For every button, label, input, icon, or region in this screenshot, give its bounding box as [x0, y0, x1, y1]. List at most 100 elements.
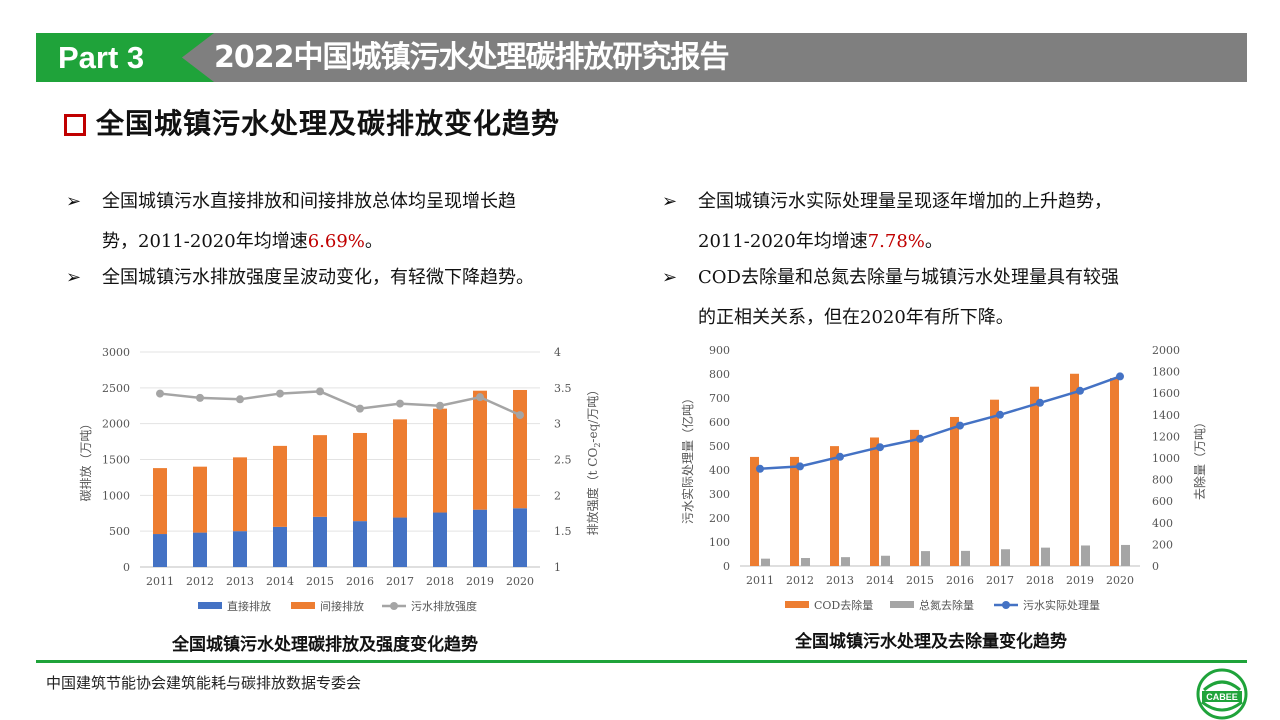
footer-org: 中国建筑节能协会建筑能耗与碳排放数据专委会: [46, 674, 362, 692]
y-tick-label: 600: [709, 416, 730, 429]
y2-tick-label: 1000: [1152, 452, 1180, 465]
bar-tn: [1001, 549, 1010, 566]
intensity-point: [236, 395, 244, 404]
footer-divider: [36, 660, 1247, 663]
y2-axis-title-part: 排放强度（t CO: [585, 448, 600, 536]
legend-swatch-indirect: [291, 602, 315, 609]
bar-cod: [750, 456, 759, 566]
y2-tick-label: 800: [1152, 474, 1173, 487]
bar-direct: [233, 531, 247, 567]
x-tick-label: 2013: [826, 574, 854, 587]
emission-chart: 0 500 1000 1500 2000 2500 3000 1 1.5 2 2.5 3 3.5 4 201…: [78, 346, 602, 613]
bullet-left-1-line1: 全国城镇污水直接排放和间接排放总体均呈现增长趋: [102, 191, 516, 212]
y-tick-label: 1000: [102, 489, 130, 502]
bar-direct: [473, 509, 487, 567]
treatment-line: [759, 375, 1121, 471]
x-tick-label: 2017: [386, 575, 414, 588]
legend-label: 直接排放: [227, 599, 271, 613]
x-tick-label: 2018: [426, 575, 454, 588]
y-tick-label: 300: [709, 488, 730, 501]
intensity-point: [196, 393, 204, 402]
bullet-arrow-icon: ➢: [66, 267, 82, 288]
bar-tn: [761, 558, 770, 566]
treatment-point: [876, 443, 884, 452]
bar-cod: [910, 429, 919, 566]
growth-rate-highlight: 7.78%: [867, 231, 925, 252]
y-tick-label: 2500: [102, 382, 130, 395]
x-tick-label: 2014: [866, 574, 894, 587]
bar-indirect: [393, 419, 407, 518]
treatment-point: [756, 464, 764, 473]
y-tick-label: 900: [709, 344, 730, 357]
treatment-point: [836, 452, 844, 461]
bar-direct: [433, 512, 447, 567]
bar-tn: [1081, 545, 1090, 566]
bar-direct: [353, 521, 367, 567]
y2-tick-label: 1: [554, 561, 561, 574]
bar-indirect: [473, 390, 487, 510]
y2-tick-label: 4: [554, 346, 561, 359]
bullet-left-2: ➢ 全国城镇污水排放强度呈波动变化，有轻微下降趋势。: [66, 258, 646, 298]
y2-tick-label: 2: [554, 489, 561, 502]
legend-swatch-treatment-dot: [1002, 601, 1010, 609]
y2-tick-label: 1600: [1152, 387, 1180, 400]
intensity-point: [356, 404, 364, 413]
bar-indirect: [233, 457, 247, 532]
bar-direct: [273, 526, 287, 567]
bullet-left-2-line1: 全国城镇污水排放强度呈波动变化，有轻微下降趋势。: [102, 267, 534, 288]
legend-swatch-tn: [890, 601, 914, 608]
x-tick-label: 2014: [266, 575, 294, 588]
treatment-point: [916, 434, 924, 443]
legend-swatch-cod: [785, 601, 809, 608]
bullet-left-1-line2: 势，2011-2020年均增速6.69%。: [102, 222, 383, 262]
x-tick-label: 2016: [946, 574, 974, 587]
x-tick-label: 2012: [186, 575, 214, 588]
x-tick-label: 2018: [1026, 574, 1054, 587]
bar-tn: [1041, 547, 1050, 566]
legend-label: 污水实际处理量: [1023, 598, 1100, 612]
x-tick-label: 2019: [466, 575, 494, 588]
bullet-right-2-line2: 的正相关关系，但在2020年有所下降。: [698, 307, 1014, 328]
intensity-point: [436, 401, 444, 410]
intensity-point: [156, 389, 164, 398]
y-tick-label: 500: [109, 525, 130, 538]
bullet-arrow-icon: ➢: [662, 191, 678, 212]
bar-cod: [1110, 378, 1119, 566]
y2-tick-label: 0: [1152, 560, 1159, 573]
cabee-logo: CABEE: [1196, 668, 1248, 720]
bar-indirect: [193, 466, 207, 533]
intensity-point: [516, 411, 524, 420]
x-tick-label: 2015: [906, 574, 934, 587]
y-tick-label: 800: [709, 368, 730, 381]
bar-indirect: [353, 432, 367, 522]
bar-indirect: [513, 389, 527, 509]
legend-label: 总氮去除量: [919, 598, 974, 612]
bar-tn: [881, 555, 890, 566]
y2-tick-label: 1400: [1152, 409, 1180, 422]
x-tick-label: 2012: [786, 574, 814, 587]
section-square-icon: [64, 114, 86, 136]
x-tick-label: 2013: [226, 575, 254, 588]
bullet-right-2: ➢ COD去除量和总氮去除量与城镇污水处理量具有较强 的正相关关系，但在2020…: [662, 258, 1242, 338]
bar-cod: [990, 399, 999, 566]
y-tick-label: 400: [709, 464, 730, 477]
legend-label: 污水排放强度: [411, 599, 477, 613]
y2-axis-title: 排放强度（t CO2-eq/万吨）: [585, 384, 602, 536]
section-title: 全国城镇污水处理及碳排放变化趋势: [96, 107, 561, 140]
x-tick-label: 2020: [506, 575, 534, 588]
chart-left-caption: 全国城镇污水处理碳排放及强度变化趋势: [172, 635, 478, 655]
y2-tick-label: 3: [554, 418, 561, 431]
bullet-text: 势，2011-2020年均增速: [102, 231, 308, 252]
y2-tick-label: 1200: [1152, 430, 1180, 443]
bar-tn: [801, 558, 810, 566]
bar-cod: [1030, 386, 1039, 566]
y2-tick-label: 2.5: [554, 454, 572, 467]
treatment-chart: 0 100 200 300 400 500 600 700 800 900 0 200 400 600 80…: [680, 344, 1207, 612]
bar-cod: [830, 446, 839, 566]
part-label: Part 3: [58, 40, 145, 75]
bar-indirect: [273, 445, 287, 527]
x-tick-label: 2011: [746, 574, 774, 587]
y-tick-label: 1500: [102, 454, 130, 467]
x-tick-label: 2017: [986, 574, 1014, 587]
bullet-right-1-line2: 2011-2020年均增速7.78%。: [698, 222, 943, 262]
